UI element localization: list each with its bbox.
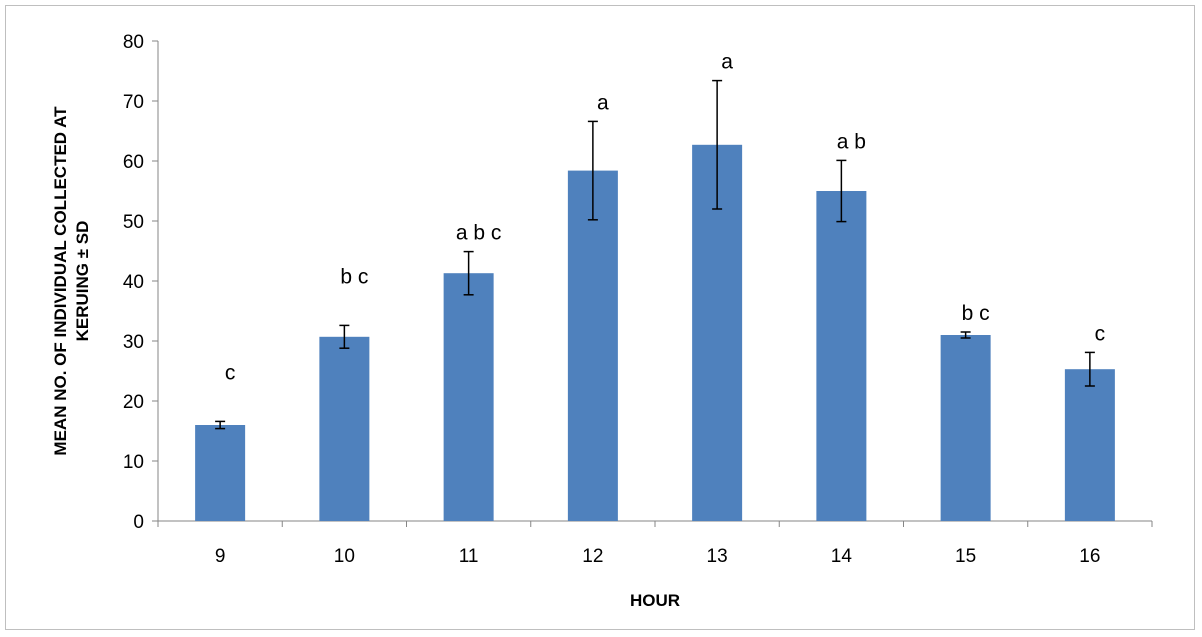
significance-label: c	[1095, 322, 1106, 345]
significance-label: a b	[837, 130, 866, 153]
y-tick-label: 50	[123, 212, 144, 233]
x-tick-label: 15	[955, 546, 976, 567]
bars	[195, 144, 1115, 522]
significance-label: a b c	[456, 222, 502, 245]
y-tick-label: 0	[133, 512, 144, 533]
y-tick-label: 30	[123, 332, 144, 353]
y-axis: 0 10 20 30 40 50 60 70 80	[123, 32, 159, 533]
significance-label: c	[225, 361, 236, 384]
bar-12	[567, 170, 618, 521]
bar-14	[816, 191, 867, 521]
y-tick-label: 60	[123, 152, 144, 173]
x-tick-label: 14	[831, 546, 853, 567]
y-tick-label: 80	[123, 32, 144, 53]
significance-label: a	[597, 91, 609, 114]
y-axis-title-line2: KERUING ± SD	[73, 221, 92, 342]
x-tick-label: 12	[582, 546, 603, 567]
significance-label: b c	[340, 265, 368, 288]
significance-label: a	[721, 51, 733, 74]
y-tick-label: 70	[123, 92, 144, 113]
x-tick-label: 11	[459, 546, 479, 567]
significance-label: b c	[962, 302, 990, 325]
bar-16	[1064, 369, 1115, 521]
x-tick-label: 10	[334, 546, 355, 567]
x-axis: 9 10 11 12 13 14 15 16	[157, 520, 1153, 567]
x-tick-label: 16	[1079, 546, 1100, 567]
y-tick-label: 40	[123, 272, 144, 293]
bar-9	[195, 425, 246, 521]
x-axis-title: HOUR	[630, 591, 680, 610]
bar-15	[940, 335, 991, 521]
y-axis-title-line1: MEAN NO. OF INDIVIDUAL COLLECTED AT	[51, 106, 70, 456]
bar-11	[443, 273, 494, 521]
significance-labels: c b c a b c a a a b b c c	[225, 51, 1105, 385]
y-tick-label: 20	[123, 392, 144, 413]
error-bars	[215, 79, 1095, 430]
bar-10	[319, 336, 370, 521]
y-tick-label: 10	[123, 452, 144, 473]
x-tick-label: 13	[707, 546, 728, 567]
x-tick-label: 9	[215, 546, 226, 567]
